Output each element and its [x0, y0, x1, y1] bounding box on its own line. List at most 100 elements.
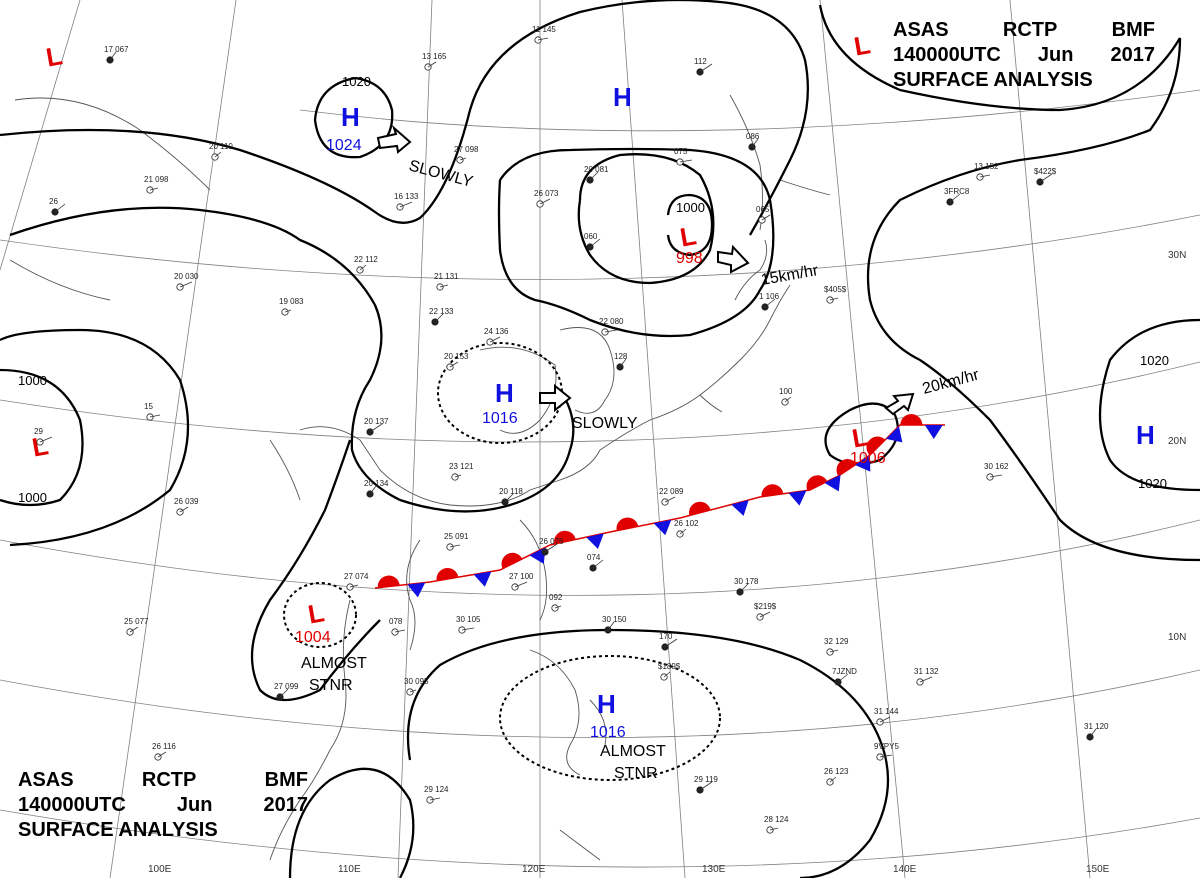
motion-label: STNR — [309, 677, 353, 694]
station-plot-label: 100 — [779, 387, 793, 396]
station-plot: 170 — [659, 632, 678, 651]
wind-barb-icon — [1039, 173, 1053, 183]
wind-barb-icon — [829, 649, 839, 653]
header-product: BMF — [264, 769, 308, 791]
header-month: Jun — [1037, 44, 1074, 66]
wind-barb-icon — [349, 584, 359, 588]
station-plot: 26 073 — [534, 189, 559, 208]
wind-barb-icon — [679, 528, 687, 535]
station-plot: 9VPY5 — [874, 742, 899, 761]
station-plot: 27 074 — [344, 572, 369, 591]
wind-barb-icon — [129, 626, 139, 633]
header-agency: ASAS — [893, 19, 949, 41]
station-plot-label: $189$ — [658, 662, 681, 671]
station-plot: 22 089 — [659, 487, 684, 506]
wind-barb-icon — [284, 309, 292, 313]
wind-barb-icon — [427, 61, 437, 68]
station-plot: 26 123 — [824, 767, 849, 786]
wind-barb-icon — [369, 423, 383, 433]
wind-barb-icon — [454, 474, 462, 478]
wind-barb-icon — [179, 506, 189, 513]
cold-front-triangle — [886, 426, 903, 443]
station-plot: 7JZND — [832, 667, 857, 686]
wind-barb-icon — [751, 138, 759, 148]
warm-front-semicircle — [616, 517, 639, 531]
header-title: SURFACE ANALYSIS — [18, 819, 218, 841]
motion-arrow-icon — [884, 392, 915, 416]
station-plot-label: 128 — [614, 352, 628, 361]
station-plot: 30 150 — [602, 615, 627, 634]
lat-label-30n: 30N — [1168, 250, 1186, 261]
isobar-label: 1020 — [342, 74, 371, 89]
station-plot: 092 — [549, 593, 563, 612]
station-plot-label: $219$ — [754, 602, 777, 611]
low-center-letter: L — [306, 597, 327, 629]
lon-label-140e: 140E — [893, 864, 917, 875]
station-plot-label: 074 — [587, 553, 601, 562]
station-plot: 30 162 — [984, 462, 1009, 481]
station-plot-label: 23 121 — [449, 462, 474, 471]
wind-barb-icon — [592, 559, 604, 569]
header-center: RCTP — [141, 769, 197, 791]
isobar-sw-1000 — [0, 368, 84, 507]
station-plot-label: 086 — [746, 132, 760, 141]
wind-barb-icon — [39, 436, 53, 443]
station-plot: 13 165 — [422, 52, 447, 71]
station-plot: 23 121 — [449, 462, 474, 481]
wind-barb-icon — [761, 214, 771, 221]
cold-front-triangle — [407, 582, 426, 598]
motion-arrow-icon — [539, 383, 572, 413]
station-plot-label: 16 133 — [394, 192, 419, 201]
station-plot-label: 22 080 — [599, 317, 624, 326]
station-plot-label: 31 144 — [874, 707, 899, 716]
isobar-dotted-1004 — [283, 582, 357, 648]
station-plot: $189$ — [658, 662, 681, 681]
wind-barb-icon — [879, 716, 891, 723]
station-plot-label: 21 131 — [434, 272, 459, 281]
wind-barb-icon — [179, 281, 193, 288]
isobar-north-low-inner — [577, 153, 715, 285]
header-agency: ASAS — [18, 769, 74, 791]
low-center-letter: L — [44, 40, 65, 72]
front-line — [374, 424, 945, 589]
station-plot: 25 077 — [124, 617, 149, 636]
high-center-letter: H — [1136, 420, 1155, 450]
station-plot: 32 129 — [824, 637, 849, 656]
lat-label-20n: 20N — [1168, 436, 1186, 447]
isobar-scs-big — [406, 628, 890, 878]
high-center-letter: H — [341, 102, 360, 132]
isobar-mid-high — [250, 439, 381, 702]
motion-arrow-icon — [376, 124, 412, 154]
wind-barb-icon — [619, 358, 627, 368]
motion-arrows — [376, 124, 915, 416]
header-time: 140000UTC — [893, 44, 1001, 66]
station-plot-label: 25 077 — [124, 617, 149, 626]
station-plot: 26 116 — [152, 742, 176, 761]
wind-barb-icon — [949, 193, 961, 203]
isobar-label: 1000 — [676, 200, 705, 215]
header-center: RCTP — [1002, 19, 1058, 41]
warm-front-semicircle — [554, 530, 576, 545]
header-year: 2017 — [263, 794, 309, 816]
lon-label-100e: 100E — [148, 864, 172, 875]
cold-front-triangle — [653, 519, 672, 536]
warm-front-semicircle — [806, 475, 828, 492]
station-plot-label: 11 145 — [532, 25, 556, 34]
station-plot-label: 30 162 — [984, 462, 1009, 471]
isobar-china-west — [9, 206, 575, 513]
station-plot-label: 27 098 — [454, 145, 479, 154]
wind-barb-icon — [537, 37, 549, 41]
motion-label: ALMOST — [600, 743, 666, 760]
station-plot: 078 — [389, 617, 406, 636]
station-plot: 21 131 — [434, 272, 459, 291]
isobar-ne — [818, 4, 1181, 112]
station-plot: 16 133 — [394, 192, 419, 211]
station-plot-label: 26 102 — [674, 519, 699, 528]
station-plot: 22 133 — [429, 307, 454, 326]
isobar-bottom-west — [288, 767, 415, 878]
motion-label: SLOWLY — [572, 415, 638, 432]
wind-barb-icon — [279, 688, 289, 698]
station-plot: 15 — [144, 402, 161, 421]
station-plot-label: 20 030 — [174, 272, 199, 281]
